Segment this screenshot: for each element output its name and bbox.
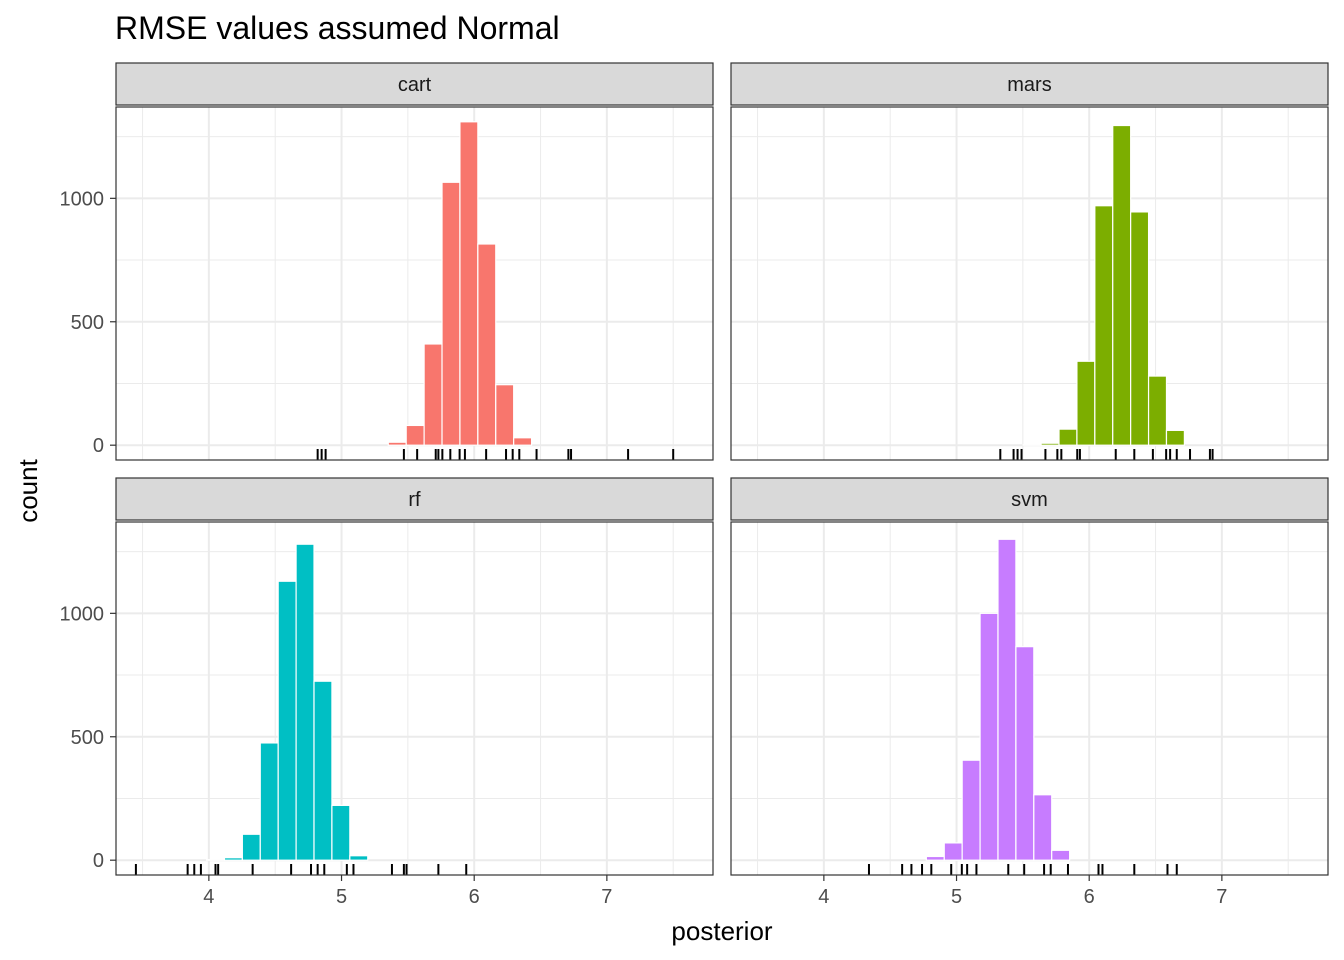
histogram-bar xyxy=(1040,442,1060,446)
x-tick-label: 4 xyxy=(203,886,214,908)
histogram-bar xyxy=(441,181,461,446)
histogram-bar xyxy=(943,842,963,861)
histogram-bar xyxy=(459,121,479,446)
facet-label: cart xyxy=(398,74,432,96)
plot-background xyxy=(116,107,713,460)
facet-strip xyxy=(115,477,714,521)
y-tick-label: 500 xyxy=(71,312,104,334)
histogram-bar xyxy=(1130,211,1150,446)
histogram-bar xyxy=(477,243,497,446)
histogram-bar xyxy=(423,343,443,446)
histogram-bar xyxy=(997,538,1017,861)
facet-label: rf xyxy=(408,489,421,511)
histogram-bar xyxy=(1058,428,1078,446)
histogram-bar xyxy=(1015,646,1035,861)
histogram-bar xyxy=(1051,849,1071,861)
histogram-bar xyxy=(331,804,351,861)
y-tick-label: 0 xyxy=(93,850,104,872)
y-tick-label: 1000 xyxy=(60,188,105,210)
histogram-bar xyxy=(1094,205,1114,446)
panel-border xyxy=(115,521,714,876)
facet-label: mars xyxy=(1007,74,1051,96)
histogram-bar xyxy=(313,680,333,861)
panel-border xyxy=(730,106,1329,461)
y-axis-label: count xyxy=(13,458,43,522)
histogram-bar xyxy=(205,859,226,861)
histogram-bar xyxy=(349,855,369,861)
histogram-bar xyxy=(1033,794,1053,861)
panel-svm: svm 4 5 6 7 xyxy=(730,477,1329,908)
chart-title: RMSE values assumed Normal xyxy=(115,10,560,46)
histogram-bar xyxy=(259,742,279,861)
x-tick-label: 6 xyxy=(1084,886,1095,908)
x-tick-label: 5 xyxy=(951,886,962,908)
plot-background xyxy=(731,107,1328,460)
histogram-bar xyxy=(223,857,243,861)
facet-strip xyxy=(730,477,1329,521)
histogram-bar xyxy=(495,384,515,446)
histogram-bar xyxy=(295,543,315,861)
panel-border xyxy=(730,521,1329,876)
facet-strip xyxy=(115,62,714,106)
panel-rf: rf 0 500 1000 4 5 6 7 xyxy=(60,477,714,908)
histogram-bar xyxy=(241,833,261,861)
x-tick-label: 4 xyxy=(818,886,829,908)
histogram-bar xyxy=(961,759,981,861)
histogram-bar xyxy=(979,612,999,861)
facet-label: svm xyxy=(1011,489,1048,511)
y-tick-label: 1000 xyxy=(60,603,105,625)
histogram-bar xyxy=(1147,375,1168,446)
y-tick-label: 0 xyxy=(93,435,104,457)
histogram-bar xyxy=(405,424,425,446)
y-tick-label: 500 xyxy=(71,727,104,749)
plot-background xyxy=(116,522,713,875)
histogram-bar xyxy=(1076,360,1096,446)
histogram-bar xyxy=(1165,429,1185,446)
histogram-bar xyxy=(387,441,407,446)
x-tick-label: 7 xyxy=(601,886,612,908)
histogram-bar xyxy=(1112,124,1132,446)
panel-cart: cart 0 500 1000 xyxy=(60,62,714,461)
panel-mars: mars xyxy=(730,62,1329,461)
x-axis-label: posterior xyxy=(671,916,772,946)
facet-strip xyxy=(730,62,1329,106)
histogram-bar xyxy=(1022,444,1042,446)
x-tick-label: 5 xyxy=(336,886,347,908)
histogram-bar xyxy=(925,855,945,861)
x-tick-label: 7 xyxy=(1216,886,1227,908)
facet-panels: cart 0 500 1000 mars rf 0 500 1000 4 5 6 7 svm 4 5 6 7 xyxy=(60,62,1329,908)
histogram-bar xyxy=(513,437,533,446)
x-tick-label: 6 xyxy=(469,886,480,908)
panel-border xyxy=(115,106,714,461)
histogram-bar xyxy=(277,580,297,861)
